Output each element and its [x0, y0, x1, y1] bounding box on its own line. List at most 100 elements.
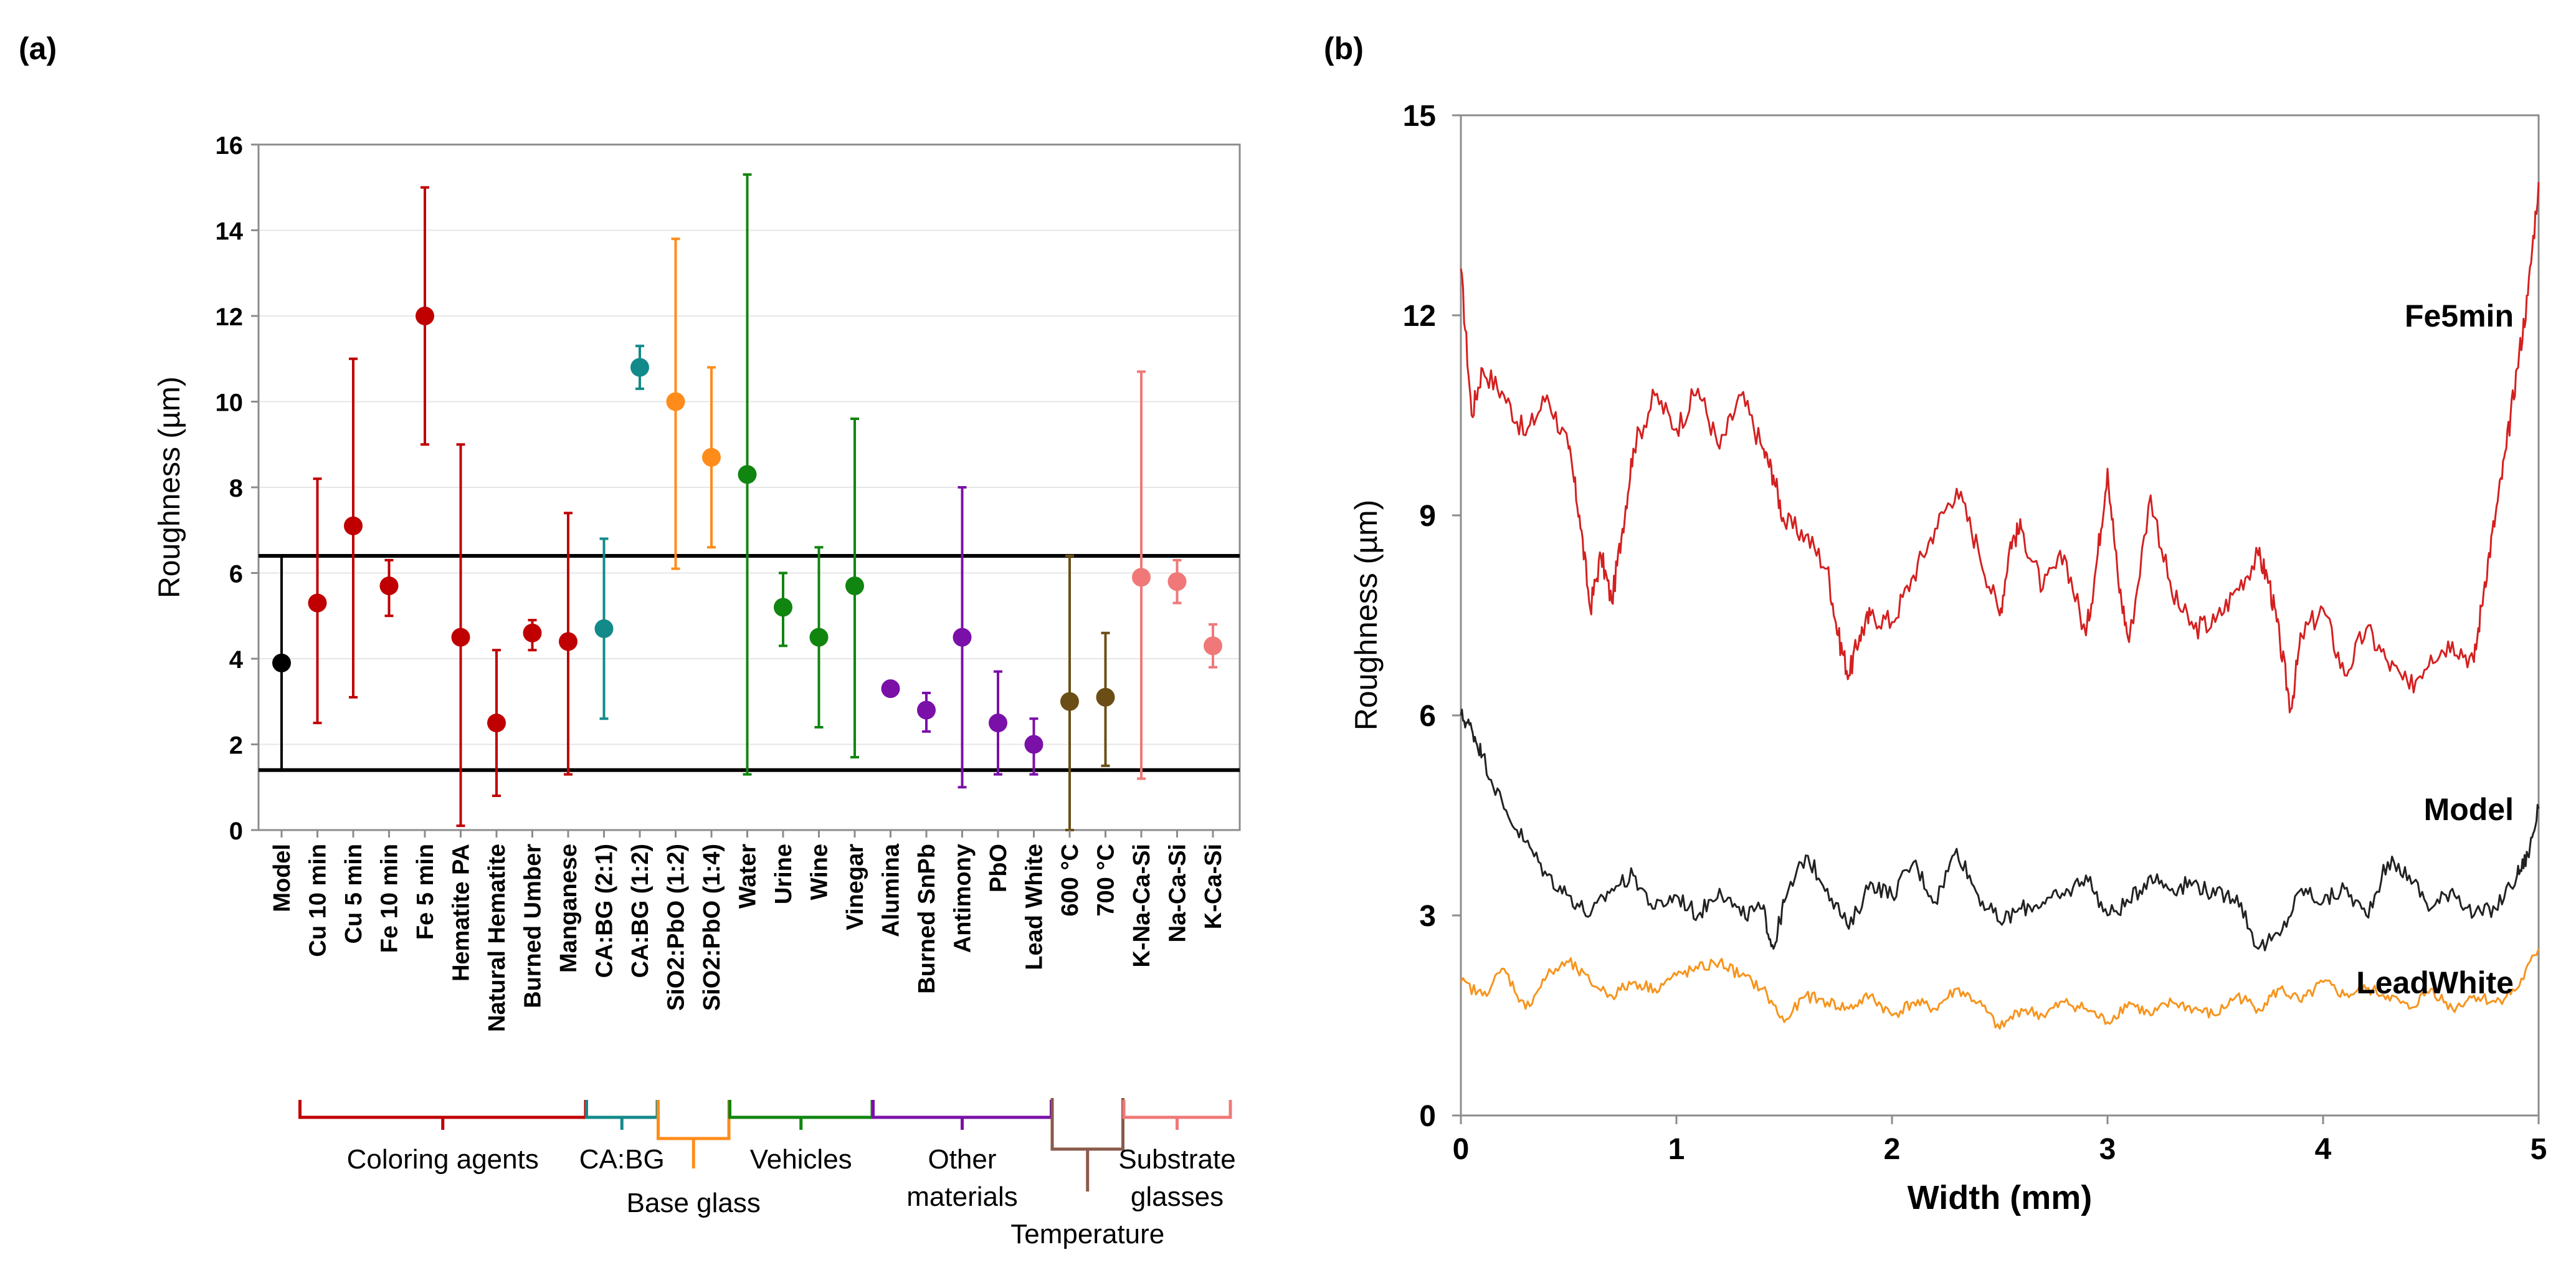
chart-a-group-bracket — [1050, 1098, 1124, 1191]
chart-a-x-tick-label: Cu 10 min — [305, 844, 331, 957]
chart-a-x-tick-label: K-Na-Ca-Si — [1129, 844, 1155, 967]
chart-a-y-axis: 0 2 4 6 8 10 12 14 16 — [216, 132, 259, 845]
chart-b-y-axis-label: Roughness (µm) — [1349, 500, 1384, 731]
chart-a-y-tick-label: 8 — [229, 475, 243, 502]
chart-a-point — [1024, 735, 1043, 754]
chart-a-x-tick-label: Vinegar — [842, 844, 868, 930]
chart-a-x-tick-label: Water — [735, 844, 761, 909]
chart-b-y-tick-label: 3 — [1419, 900, 1436, 933]
chart-a-point — [845, 576, 864, 596]
chart-a-point — [702, 447, 721, 467]
chart-a-x-tick-label: Burned SnPb — [914, 844, 940, 994]
chart-a-y-tick-label: 12 — [216, 303, 244, 331]
chart-a-reference-lines — [259, 554, 1240, 772]
chart-b-plot-area — [1460, 114, 2540, 1117]
chart-b-y-tick-label: 6 — [1419, 700, 1436, 733]
chart-a-group-bracket — [657, 1100, 731, 1168]
chart-a-point — [809, 628, 829, 647]
chart-b-series-leadwhite — [1460, 948, 2540, 1030]
chart-a-x-tick-label: Cu 5 min — [341, 844, 367, 943]
chart-a-point — [559, 632, 577, 651]
chart-b-x-tick-label: 3 — [2099, 1133, 2116, 1166]
chart-a-point — [272, 653, 291, 672]
chart-b-x-tick-label: 1 — [1668, 1133, 1685, 1166]
chart-b-y-tick-label: 12 — [1403, 300, 1436, 333]
chart-a-x-tick-label: Urine — [771, 844, 797, 904]
chart-a-point — [308, 593, 327, 613]
chart-a-group-bracket — [1122, 1100, 1232, 1130]
chart-a-x-tick-label: Antimony — [950, 844, 976, 953]
chart-a-x-tick-label: CA:BG (2:1) — [592, 844, 618, 978]
chart-a-x-tick-label: Lead White — [1022, 844, 1048, 970]
chart-a-point — [523, 623, 542, 642]
chart-a-y-tick-label: 10 — [216, 389, 244, 417]
chart-b-series-labels: Fe5min Model LeadWhite — [2356, 298, 2514, 1000]
chart-a-point — [594, 619, 614, 638]
chart-a-x-tick-label: K-Ca-Si — [1200, 844, 1227, 929]
chart-a-x-tick-label: Manganese — [556, 844, 582, 973]
chart-b-y-tick-label: 9 — [1419, 500, 1436, 533]
chart-a-x-tick-label: Wine — [807, 844, 833, 900]
chart-a-y-tick-label: 4 — [229, 646, 244, 674]
chart-a-group-label: Vehicles — [750, 1144, 852, 1175]
chart-a-group-label: Temperature — [1010, 1219, 1164, 1249]
chart-a-point — [1096, 687, 1115, 707]
chart-a-point — [953, 628, 972, 647]
chart-b-x-axis-label: Width (mm) — [1908, 1179, 2092, 1216]
chart-b-series-model — [1460, 709, 2540, 952]
chart-a-x-tick-label: CA:BG (1:2) — [627, 844, 654, 978]
chart-a-point — [1204, 636, 1222, 656]
chart-a-point — [738, 465, 757, 484]
chart-a-x-tick-label: Model — [269, 844, 295, 912]
chart-a-points — [272, 173, 1222, 831]
panel-label-b: (b) — [1324, 31, 1364, 66]
chart-a-x-tick-label: Fe 5 min — [412, 844, 439, 940]
chart-a-x-tick-label: 600 °C — [1057, 844, 1083, 917]
chart-b-x-tick-label: 2 — [1884, 1133, 1901, 1166]
chart-a-x-tick-label: Alumina — [878, 843, 905, 937]
chart-a-x-tick-label: Na-Ca-Si — [1165, 844, 1191, 942]
chart-a-group-label: Coloring agents — [347, 1144, 539, 1175]
chart-a-point — [1167, 572, 1187, 591]
chart-a-group-label: CA:BG — [579, 1144, 665, 1175]
chart-b-series-label: Model — [2424, 792, 2514, 827]
chart-a-point — [379, 576, 399, 596]
chart-b-y-tick-label: 0 — [1419, 1100, 1436, 1133]
chart-a-point — [774, 598, 792, 617]
chart-a-y-tick-label: 14 — [216, 218, 244, 246]
chart-a-point — [1132, 568, 1151, 587]
chart-a-point — [989, 714, 1007, 733]
chart-a-group-brackets: Coloring agents CA:BG Base glass Vehicles Ot… — [298, 1098, 1236, 1249]
chart-a-x-tick-label: Burned Umber — [520, 844, 546, 1008]
chart-a-group-label: Substrate — [1118, 1144, 1235, 1175]
chart-a-group-label: Other — [928, 1144, 996, 1175]
chart-b-x-tick-label: 5 — [2531, 1133, 2547, 1166]
chart-a-y-axis-label: Roughness (µm) — [153, 376, 186, 598]
chart-b-series-fe5min — [1460, 181, 2540, 714]
chart-a-x-tick-label: PbO — [986, 844, 1012, 892]
chart-a-point — [1060, 692, 1079, 711]
chart-a-point — [416, 307, 434, 325]
chart-a-y-tick-label: 0 — [229, 818, 243, 845]
chart-a-y-tick-label: 16 — [216, 132, 244, 160]
chart-a-x-tick-label: SiO2:PbO (1:2) — [663, 844, 690, 1011]
chart-a-point — [881, 679, 900, 699]
chart-b-y-tick-label: 15 — [1403, 100, 1436, 133]
chart-a-x-tick-labels: Model Cu 10 min Cu 5 min Fe 10 min Fe 5 min H… — [269, 830, 1227, 1032]
chart-a-point — [451, 628, 470, 647]
chart-b-x-tick-label: 0 — [1453, 1133, 1470, 1166]
chart-a-x-tick-label: Hematite PA — [449, 844, 475, 981]
chart-b-series-label: LeadWhite — [2356, 965, 2514, 1000]
chart-b-series-label: Fe5min — [2405, 298, 2514, 333]
chart-a-point — [630, 358, 649, 377]
panel-label-a: (a) — [19, 31, 57, 66]
chart-a-group-label: Base glass — [627, 1188, 761, 1218]
chart-b-series — [1460, 181, 2540, 1030]
chart-a-point — [666, 392, 685, 411]
chart-a: 0 2 4 6 8 10 12 14 16 Roughness (µm) Model Cu 10 … — [153, 132, 1241, 1249]
chart-a-group-label: glasses — [1131, 1182, 1224, 1212]
chart-a-x-tick-label: 700 °C — [1093, 844, 1119, 917]
